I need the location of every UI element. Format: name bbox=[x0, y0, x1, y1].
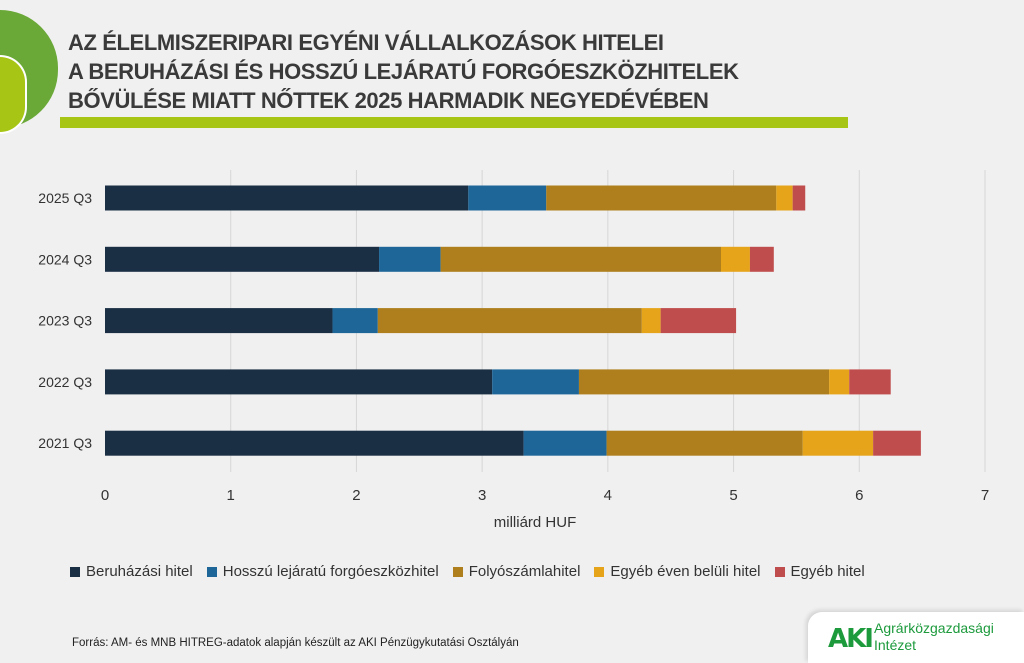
bar-segment bbox=[660, 308, 737, 334]
legend-item: Hosszú lejáratú forgóeszközhitel bbox=[206, 563, 439, 580]
bar-segment bbox=[105, 430, 524, 456]
bar-segment bbox=[105, 185, 469, 211]
bar-segment bbox=[641, 308, 661, 334]
legend-swatch bbox=[594, 566, 605, 577]
chart-legend: Beruházási hitel Hosszú lejáratú forgóesz… bbox=[70, 563, 865, 580]
bar-segment bbox=[606, 430, 803, 456]
aki-logo: AKI Agrárközgazdasági Intézet bbox=[808, 612, 1024, 663]
legend-swatch bbox=[774, 566, 785, 577]
bar-segment bbox=[105, 246, 380, 272]
x-tick-label: 3 bbox=[478, 487, 486, 504]
title-line-3: BŐVÜLÉSE MIATT NŐTTEK 2025 HARMADIK NEGY… bbox=[68, 88, 709, 113]
x-tick-label: 5 bbox=[729, 487, 737, 504]
legend-item: Egyéb hitel bbox=[774, 563, 865, 580]
bar-segment bbox=[829, 369, 850, 395]
bar-segment bbox=[849, 369, 891, 395]
legend-label: Folyószámlahitel bbox=[468, 563, 581, 580]
bar-segment bbox=[105, 369, 493, 395]
legend-item: Beruházási hitel bbox=[70, 563, 193, 580]
x-tick-label: 4 bbox=[604, 487, 612, 504]
logo-text-line-1: Agrárközgazdasági bbox=[874, 620, 994, 636]
legend-item: Egyéb éven belüli hitel bbox=[594, 563, 761, 580]
y-category-label: 2021 Q3 bbox=[38, 435, 92, 451]
legend-label: Hosszú lejáratú forgóeszközhitel bbox=[222, 563, 439, 580]
page-title: AZ ÉLELMISZERIPARI EGYÉNI VÁLLALKOZÁSOK … bbox=[68, 28, 888, 115]
bar-segment bbox=[379, 246, 441, 272]
legend-label: Egyéb hitel bbox=[790, 563, 865, 580]
y-category-label: 2023 Q3 bbox=[38, 313, 92, 329]
bar-segment bbox=[578, 369, 830, 395]
bar-segment bbox=[377, 308, 642, 334]
bar-segment bbox=[776, 185, 793, 211]
x-tick-label: 2 bbox=[352, 487, 360, 504]
title-line-1: AZ ÉLELMISZERIPARI EGYÉNI VÁLLALKOZÁSOK … bbox=[68, 30, 664, 55]
x-tick-label: 6 bbox=[855, 487, 863, 504]
aki-logo-text: Agrárközgazdasági Intézet bbox=[874, 620, 994, 654]
bar-segment bbox=[792, 185, 806, 211]
x-tick-label: 0 bbox=[101, 487, 109, 504]
legend-swatch bbox=[70, 566, 80, 577]
bar-segment bbox=[440, 246, 721, 272]
aki-logo-mark: AKI bbox=[828, 624, 874, 654]
title-line-2: A BERUHÁZÁSI ÉS HOSSZÚ LEJÁRATÚ FORGÓESZ… bbox=[68, 59, 739, 84]
decorative-circle-lime bbox=[0, 55, 27, 134]
legend-label: Beruházási hitel bbox=[86, 563, 193, 580]
title-underline bbox=[60, 117, 848, 128]
legend-label: Egyéb éven belüli hitel bbox=[610, 563, 761, 580]
legend-item: Folyószámlahitel bbox=[452, 563, 581, 580]
bar-segment bbox=[492, 369, 579, 395]
x-tick-label: 7 bbox=[981, 487, 989, 504]
legend-swatch bbox=[206, 566, 217, 577]
bar-segment bbox=[332, 308, 378, 334]
y-category-label: 2025 Q3 bbox=[38, 190, 92, 206]
bar-segment bbox=[468, 185, 547, 211]
logo-text-line-2: Intézet bbox=[874, 637, 917, 653]
source-note: Forrás: AM- és MNB HITREG-adatok alapján… bbox=[72, 637, 519, 649]
x-tick-label: 1 bbox=[227, 487, 235, 504]
bar-segment bbox=[802, 430, 874, 456]
y-category-label: 2024 Q3 bbox=[38, 251, 92, 267]
bar-segment bbox=[523, 430, 607, 456]
bar-segment bbox=[721, 246, 750, 272]
y-category-label: 2022 Q3 bbox=[38, 374, 92, 390]
bar-segment bbox=[873, 430, 921, 456]
legend-swatch bbox=[452, 566, 463, 577]
x-axis-label: milliárd HUF bbox=[494, 514, 577, 531]
bar-segment bbox=[105, 308, 333, 334]
bar-segment bbox=[749, 246, 774, 272]
bar-segment bbox=[546, 185, 777, 211]
